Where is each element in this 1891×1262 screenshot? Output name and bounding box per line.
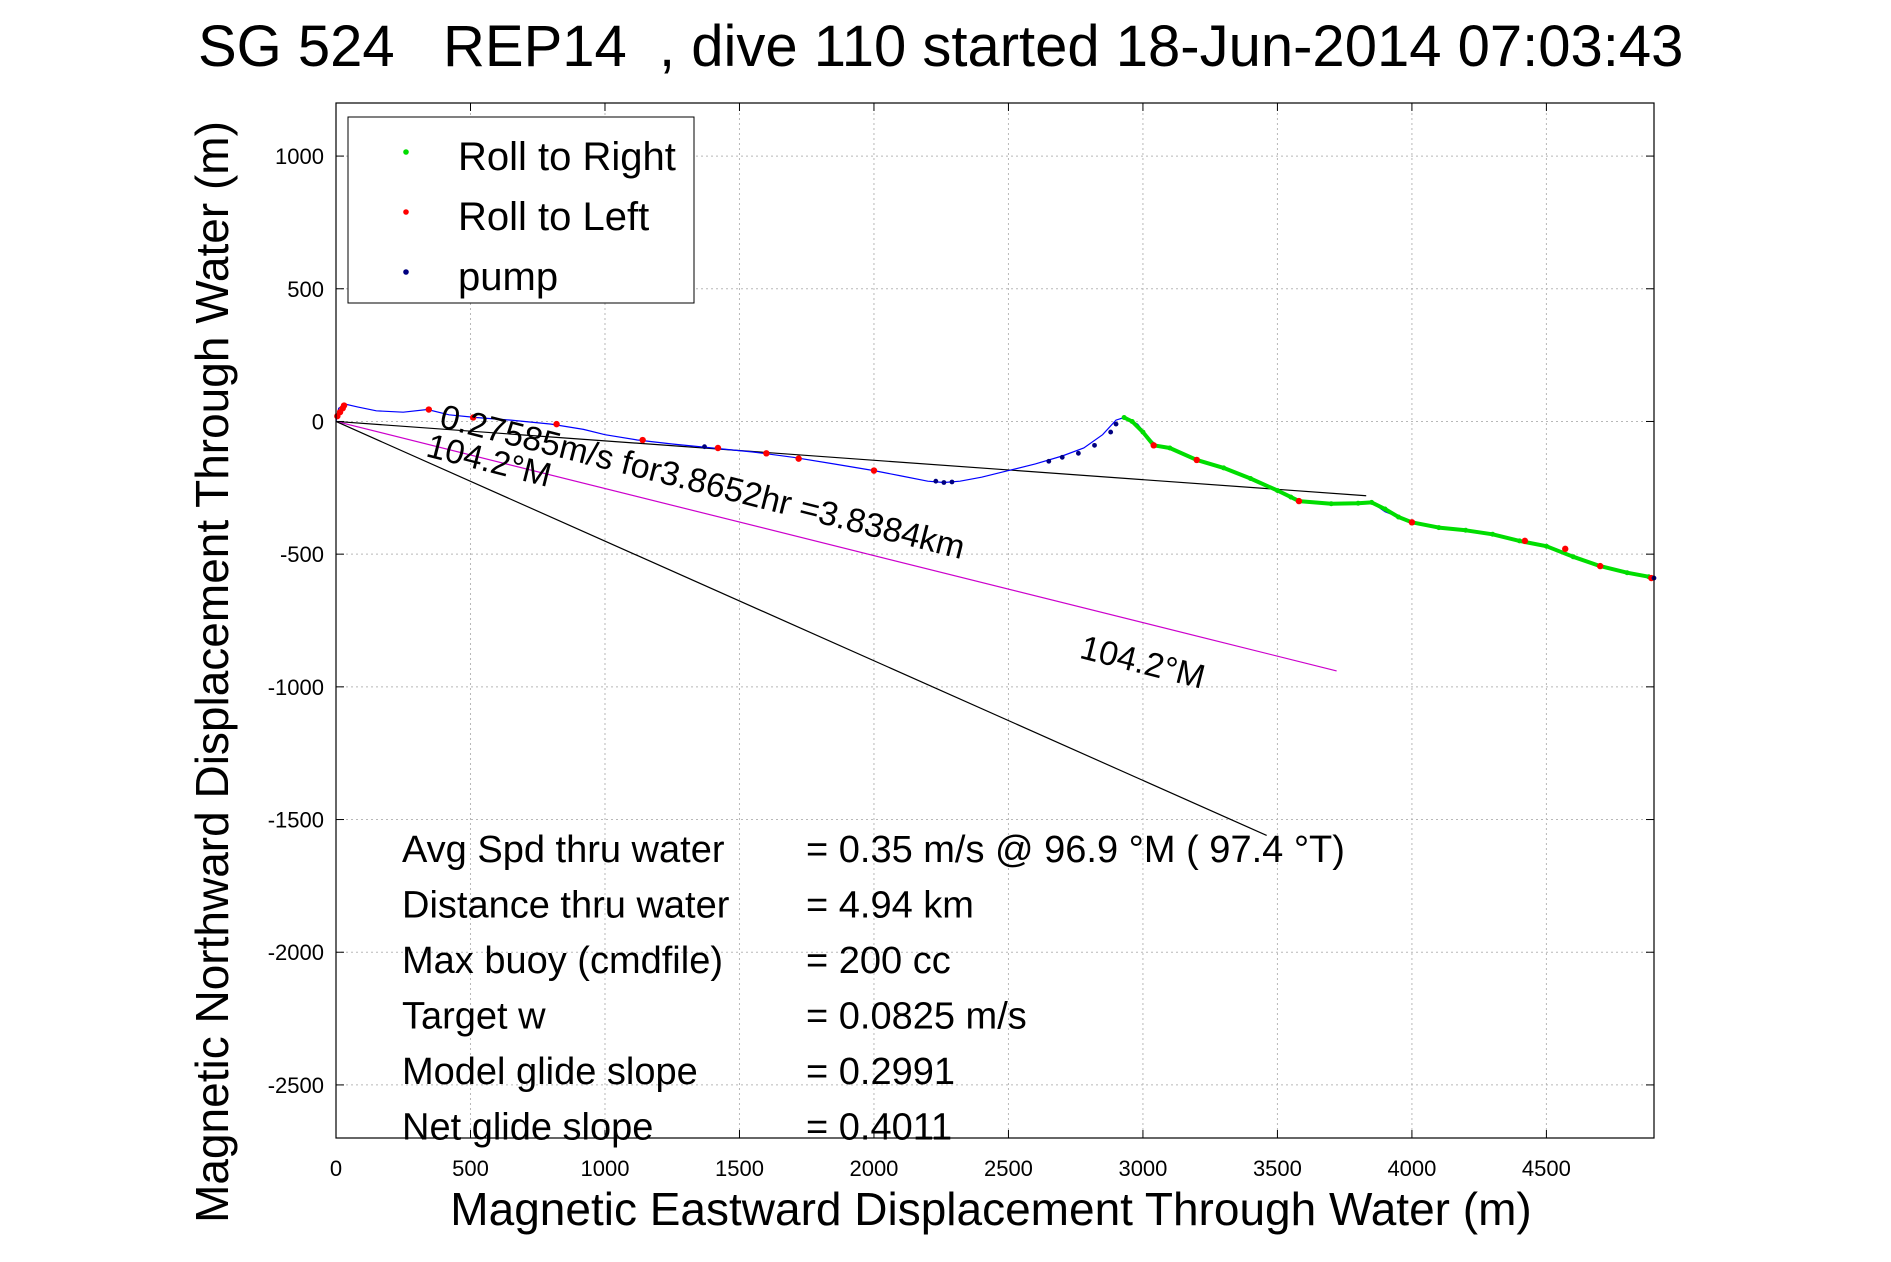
x-axis-label: Magnetic Eastward Displacement Through W… bbox=[450, 1183, 1531, 1235]
y-tick-label: -1500 bbox=[268, 808, 324, 833]
roll-left-point bbox=[425, 406, 432, 413]
pump-point bbox=[949, 479, 955, 485]
reference-line bbox=[335, 420, 1337, 672]
reference-line bbox=[335, 420, 1367, 497]
roll-left-point bbox=[553, 420, 560, 428]
y-tick-label: -2500 bbox=[268, 1073, 324, 1098]
roll-left-point bbox=[340, 402, 348, 409]
roll-left-point bbox=[639, 436, 646, 444]
pump-point bbox=[1092, 442, 1097, 448]
roll-right-point bbox=[1570, 554, 1576, 560]
legend-label: pump bbox=[458, 255, 558, 299]
roll-left-point bbox=[763, 450, 770, 457]
stat-label: Max buoy (cmdfile) bbox=[402, 940, 723, 982]
roll-right-point bbox=[1543, 543, 1549, 549]
roll-left-point bbox=[1193, 456, 1200, 464]
plot-frame bbox=[335, 102, 1655, 1139]
y-tick-label: -1000 bbox=[268, 675, 324, 700]
y-tick-label: 500 bbox=[287, 277, 324, 302]
pump-point bbox=[702, 444, 707, 450]
y-tick-label: -500 bbox=[280, 542, 324, 567]
stat-value: = 0.0825 m/s bbox=[806, 996, 1027, 1038]
x-tick-label: 3000 bbox=[1118, 1156, 1167, 1181]
roll-right-point bbox=[1274, 487, 1280, 493]
axis-ticks: 0 500 1000 1500 2000 2500 3000 3500 4000 4500 1000… bbox=[268, 103, 1654, 1181]
legend-marker bbox=[403, 269, 409, 275]
chart-title: SG 524 REP14 , dive 110 started 18-Jun-2… bbox=[198, 14, 1683, 79]
y-tick-label: 0 bbox=[312, 409, 324, 434]
roll-right-point bbox=[1463, 527, 1469, 533]
roll-right-point bbox=[1140, 429, 1146, 435]
stat-label: Model glide slope bbox=[402, 1051, 698, 1093]
pump-point bbox=[1113, 421, 1119, 427]
roll-left-point bbox=[1408, 519, 1416, 526]
x-tick-label: 1500 bbox=[715, 1156, 764, 1181]
pump-point bbox=[1059, 454, 1065, 460]
roll-right-point bbox=[1248, 476, 1254, 482]
legend-label: Roll to Left bbox=[458, 195, 649, 239]
x-tick-label: 4000 bbox=[1387, 1156, 1436, 1181]
stat-value: = 200 cc bbox=[806, 940, 951, 982]
roll-right-point bbox=[1624, 570, 1630, 576]
stat-label: Net glide slope bbox=[402, 1107, 653, 1149]
stat-value: = 4.94 km bbox=[806, 885, 974, 927]
roll-left-point bbox=[870, 467, 878, 474]
stat-value: = 0.35 m/s @ 96.9 °M ( 97.4 °T) bbox=[806, 829, 1345, 871]
y-axis-label: Magnetic Northward Displacement Through … bbox=[186, 121, 238, 1223]
roll-left-point bbox=[1562, 545, 1569, 553]
stat-value: = 0.2991 bbox=[806, 1051, 955, 1093]
x-tick-label: 2000 bbox=[849, 1156, 898, 1181]
x-tick-label: 4500 bbox=[1522, 1156, 1571, 1181]
roll-right-point bbox=[1395, 514, 1401, 520]
roll-right-point bbox=[1221, 465, 1227, 471]
roll-right-point bbox=[1129, 418, 1135, 424]
roll-right-point bbox=[1288, 494, 1294, 500]
pump-point bbox=[941, 480, 947, 485]
roll-left-point bbox=[469, 414, 477, 421]
pump-point bbox=[933, 478, 939, 484]
x-tick-label: 1000 bbox=[581, 1156, 630, 1181]
legend-marker bbox=[403, 209, 409, 215]
roll-right-point bbox=[1328, 501, 1334, 507]
stat-label: Target w bbox=[402, 996, 546, 1038]
legend-label: Roll to Right bbox=[458, 135, 676, 179]
roll-left-point bbox=[1597, 562, 1604, 570]
reference-line bbox=[335, 420, 1267, 837]
pump-point bbox=[1046, 458, 1052, 464]
stat-value: = 0.4011 bbox=[806, 1107, 952, 1149]
roll-right-point bbox=[1369, 499, 1375, 505]
roll-left-point bbox=[714, 444, 722, 452]
roll-right-point bbox=[1382, 506, 1388, 512]
roll-right-point bbox=[1121, 414, 1127, 420]
legend-marker bbox=[403, 149, 409, 155]
roll-right-track bbox=[1123, 415, 1649, 579]
x-tick-label: 500 bbox=[452, 1156, 489, 1181]
stats-box: Avg Spd thru water = 0.35 m/s @ 96.9 °M (… bbox=[402, 829, 1345, 1149]
roll-right-point bbox=[1490, 531, 1496, 537]
legend: Roll to Right Roll to Left pump bbox=[347, 116, 695, 304]
x-tick-label: 0 bbox=[330, 1156, 342, 1181]
roll-left-point bbox=[1295, 497, 1303, 505]
roll-right-point bbox=[1167, 445, 1173, 451]
x-tick-label: 2500 bbox=[984, 1156, 1033, 1181]
y-tick-label: -2000 bbox=[268, 940, 324, 965]
reference-lines bbox=[335, 420, 1367, 837]
roll-right-point bbox=[1436, 525, 1442, 531]
roll-left-point bbox=[1521, 537, 1529, 545]
roll-right-point bbox=[1517, 538, 1523, 544]
stat-label: Distance thru water bbox=[402, 885, 730, 927]
y-tick-label: 1000 bbox=[275, 144, 324, 169]
roll-left-point bbox=[795, 455, 802, 462]
roll-right-point bbox=[1355, 500, 1361, 506]
pump-point bbox=[1108, 429, 1114, 435]
x-tick-label: 3500 bbox=[1253, 1156, 1302, 1181]
roll-left-point bbox=[1150, 442, 1157, 449]
stat-label: Avg Spd thru water bbox=[402, 829, 725, 871]
pump-point bbox=[1075, 450, 1081, 456]
points-layer bbox=[334, 402, 1657, 582]
